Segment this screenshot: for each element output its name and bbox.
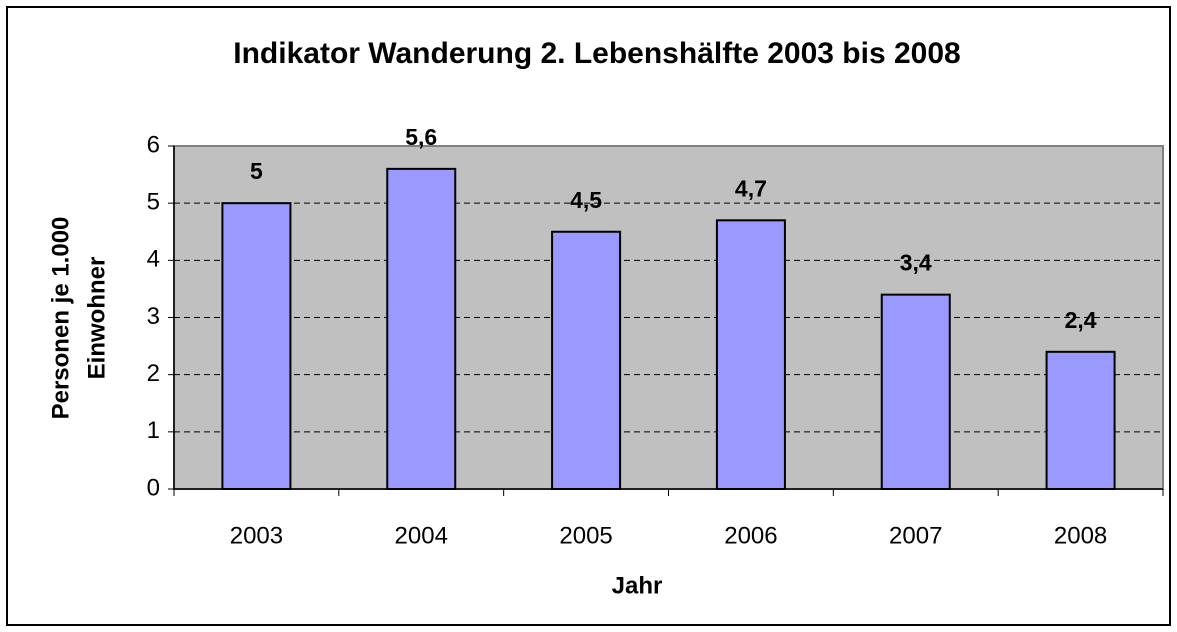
bar xyxy=(715,219,786,490)
y-tick-label: 1 xyxy=(147,417,160,444)
x-tick-label: 2004 xyxy=(395,522,448,549)
y-tick-label: 2 xyxy=(147,360,160,387)
data-label: 4,5 xyxy=(570,187,602,213)
y-tick-label: 0 xyxy=(147,474,160,501)
y-tick-label: 4 xyxy=(147,246,160,273)
x-tick-label: 2007 xyxy=(889,522,942,549)
bar xyxy=(880,293,951,490)
data-label: 2,4 xyxy=(1065,307,1097,333)
x-tick-label: 2008 xyxy=(1054,522,1107,549)
bar xyxy=(1045,350,1116,490)
x-tick-label: 2005 xyxy=(559,522,612,549)
data-label: 5,6 xyxy=(405,124,437,150)
bar xyxy=(221,202,292,491)
data-label: 5 xyxy=(250,158,263,184)
data-label: 3,4 xyxy=(900,250,932,276)
x-axis-label: Jahr xyxy=(612,572,663,599)
y-tick-label: 5 xyxy=(147,189,160,216)
bar xyxy=(551,230,622,490)
y-tick-label: 3 xyxy=(147,303,160,330)
y-axis-label: Personen je 1.000 xyxy=(47,217,74,420)
chart-title: Indikator Wanderung 2. Lebenshälfte 2003… xyxy=(233,37,960,70)
y-axis-label: Einwohner xyxy=(83,257,110,380)
y-tick-label: 6 xyxy=(147,131,160,158)
x-tick-label: 2003 xyxy=(230,522,283,549)
x-tick-label: 2006 xyxy=(724,522,777,549)
bar xyxy=(386,167,457,490)
data-label: 4,7 xyxy=(735,175,767,201)
